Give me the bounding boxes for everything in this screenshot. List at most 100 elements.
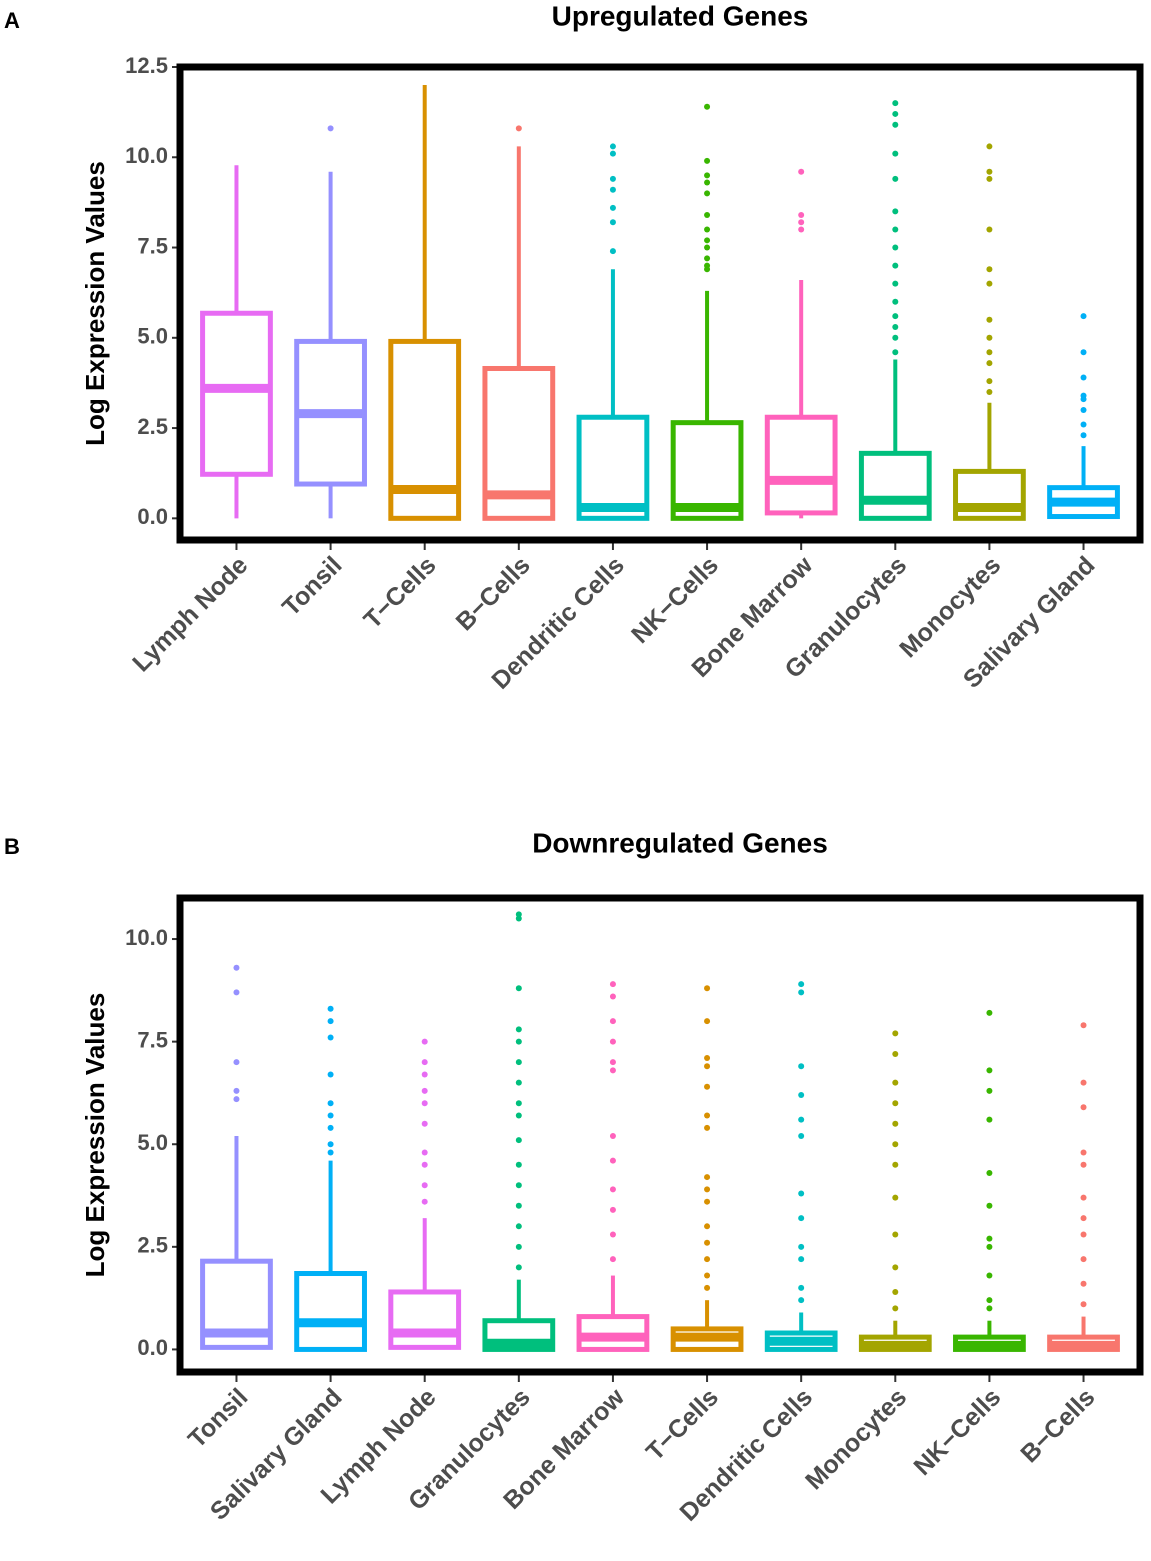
- outlier: [892, 1264, 899, 1271]
- outlier: [986, 334, 993, 341]
- outlier: [986, 1009, 993, 1016]
- outlier: [233, 964, 240, 971]
- outlier: [798, 1297, 805, 1304]
- outlier: [892, 100, 899, 107]
- outlier: [515, 1112, 522, 1119]
- outlier: [1080, 1256, 1087, 1263]
- outlier: [609, 1231, 616, 1238]
- outlier: [704, 1063, 711, 1070]
- panel-label: A: [4, 8, 20, 33]
- outlier: [892, 334, 899, 341]
- y-tick-label: 7.5: [137, 233, 168, 258]
- outlier: [1080, 374, 1087, 381]
- outlier: [986, 1297, 993, 1304]
- outlier: [892, 1194, 899, 1201]
- outlier: [798, 1256, 805, 1263]
- outlier: [609, 1133, 616, 1140]
- outlier: [515, 1202, 522, 1209]
- outlier: [515, 125, 522, 132]
- chart-title: Downregulated Genes: [532, 827, 828, 858]
- outlier: [704, 255, 711, 262]
- outlier: [892, 1079, 899, 1086]
- y-tick-label: 0.0: [137, 1335, 168, 1360]
- outlier: [1080, 1194, 1087, 1201]
- x-tick-label: Lymph Node: [127, 551, 253, 677]
- outlier: [421, 1182, 428, 1189]
- box: [294, 1271, 367, 1352]
- outlier: [233, 1059, 240, 1066]
- outlier: [986, 168, 993, 175]
- plot-frame: [176, 894, 1144, 1376]
- x-tick-label: NK−Cells: [626, 551, 724, 649]
- outlier: [1080, 421, 1087, 428]
- outlier: [798, 1063, 805, 1070]
- outlier: [892, 1231, 899, 1238]
- outlier: [421, 1120, 428, 1127]
- outlier: [609, 1157, 616, 1164]
- outlier: [704, 226, 711, 233]
- outlier: [704, 1198, 711, 1205]
- outlier: [892, 110, 899, 117]
- outlier: [704, 190, 711, 197]
- outlier: [515, 1038, 522, 1045]
- outlier: [515, 1243, 522, 1250]
- y-tick-label: 12.5: [125, 53, 168, 78]
- outlier: [609, 1018, 616, 1025]
- outlier: [1080, 1104, 1087, 1111]
- outlier: [515, 1161, 522, 1168]
- box: [200, 310, 273, 477]
- outlier: [892, 1161, 899, 1168]
- outlier: [704, 1083, 711, 1090]
- outlier: [986, 226, 993, 233]
- y-tick-label: 10.0: [125, 143, 168, 168]
- outlier: [892, 323, 899, 330]
- x-tick-label: T−Cells: [358, 551, 441, 634]
- outlier: [609, 175, 616, 182]
- outlier: [986, 1305, 993, 1312]
- x-tick-label: Monocytes: [800, 1383, 912, 1495]
- outlier: [421, 1100, 428, 1107]
- outlier: [1080, 313, 1087, 320]
- outlier: [609, 1206, 616, 1213]
- outlier: [798, 981, 805, 988]
- outlier: [1080, 1161, 1087, 1168]
- y-tick-label: 2.5: [137, 414, 168, 439]
- outlier: [421, 1198, 428, 1205]
- outlier: [515, 985, 522, 992]
- outlier: [704, 237, 711, 244]
- chart-title: Upregulated Genes: [552, 0, 809, 31]
- outlier: [892, 1141, 899, 1148]
- outlier: [986, 1272, 993, 1279]
- outlier: [798, 1215, 805, 1222]
- outlier: [892, 208, 899, 215]
- box: [388, 1289, 462, 1350]
- outlier: [609, 186, 616, 193]
- outlier: [986, 266, 993, 273]
- outlier: [798, 1284, 805, 1291]
- outlier: [421, 1161, 428, 1168]
- y-axis-label: Log Expression Values: [80, 993, 110, 1278]
- outlier: [515, 1137, 522, 1144]
- outlier: [609, 219, 616, 226]
- outlier: [892, 1030, 899, 1037]
- outlier: [1080, 1231, 1087, 1238]
- outlier: [704, 1186, 711, 1193]
- box: [858, 450, 932, 521]
- outlier: [986, 143, 993, 150]
- outlier: [1080, 1022, 1087, 1029]
- box: [764, 414, 838, 516]
- outlier: [892, 244, 899, 251]
- outlier: [609, 1256, 616, 1263]
- outlier: [515, 915, 522, 922]
- outlier: [233, 1096, 240, 1103]
- outlier: [421, 1087, 428, 1094]
- outlier: [704, 262, 711, 269]
- outlier: [986, 1243, 993, 1250]
- outlier: [515, 1059, 522, 1066]
- outlier: [704, 157, 711, 164]
- outlier: [327, 1149, 334, 1156]
- outlier: [892, 298, 899, 305]
- outlier: [1080, 1280, 1087, 1287]
- outlier: [986, 1116, 993, 1123]
- y-tick-label: 2.5: [137, 1233, 168, 1258]
